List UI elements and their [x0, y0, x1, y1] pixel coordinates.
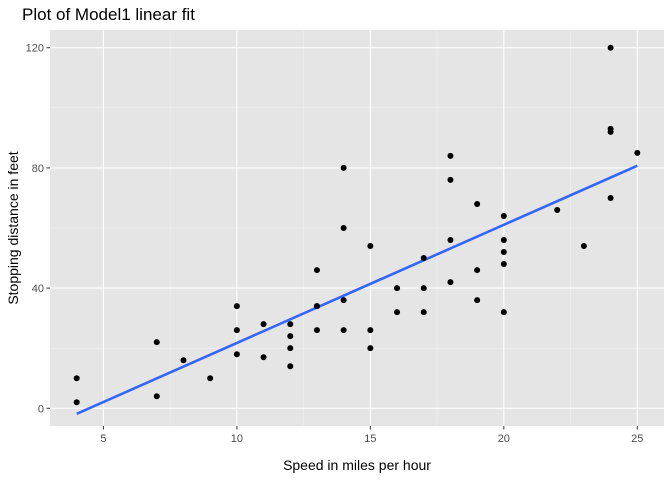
data-point	[287, 333, 294, 340]
data-point	[607, 125, 614, 132]
data-point	[554, 206, 561, 213]
data-point	[394, 309, 401, 316]
data-point	[73, 375, 80, 382]
y-axis: 0 40 80 120	[26, 43, 50, 415]
fit-line-layer	[76, 164, 638, 416]
major-gridlines	[50, 30, 664, 426]
data-point	[287, 363, 294, 370]
y-tick-label: 40	[32, 283, 44, 295]
y-tick-label: 0	[38, 403, 44, 415]
data-point	[260, 354, 267, 361]
y-tick-label: 120	[26, 43, 44, 55]
data-point	[500, 212, 507, 219]
minor-gridlines	[50, 30, 664, 426]
x-tick-label: 10	[231, 433, 243, 445]
data-point	[500, 249, 507, 256]
x-tick-label: 5	[100, 433, 106, 445]
x-tick-label: 15	[364, 433, 376, 445]
data-point	[500, 237, 507, 244]
points-layer	[73, 44, 641, 406]
data-point	[233, 327, 240, 334]
data-point	[340, 297, 347, 304]
data-point	[233, 351, 240, 358]
data-point	[394, 285, 401, 292]
data-point	[153, 339, 160, 346]
chart-title: Plot of Model1 linear fit	[22, 5, 195, 24]
y-tick-label: 80	[32, 163, 44, 175]
data-point	[313, 267, 320, 274]
data-point	[340, 327, 347, 334]
data-point	[287, 321, 294, 328]
linear-fit-line	[76, 164, 638, 416]
data-point	[367, 345, 374, 352]
data-point	[607, 44, 614, 51]
data-point	[233, 303, 240, 310]
data-point	[447, 152, 454, 159]
data-point	[474, 200, 481, 207]
x-tick-label: 20	[498, 433, 510, 445]
data-point	[447, 279, 454, 286]
data-point	[313, 327, 320, 334]
data-point	[500, 309, 507, 316]
data-point	[207, 375, 214, 382]
data-point	[634, 149, 641, 156]
x-axis-title: Speed in miles per hour	[283, 457, 431, 473]
data-point	[447, 237, 454, 244]
y-axis-title: Stopping distance in feet	[5, 151, 21, 304]
data-point	[367, 327, 374, 334]
data-point	[420, 255, 427, 262]
data-point	[500, 261, 507, 268]
data-point	[420, 285, 427, 292]
data-point	[420, 309, 427, 316]
data-point	[287, 345, 294, 352]
data-point	[607, 194, 614, 201]
data-point	[474, 267, 481, 274]
data-point	[340, 225, 347, 231]
data-point	[447, 176, 454, 183]
data-point	[474, 297, 481, 304]
data-point	[260, 321, 267, 328]
data-point	[73, 399, 80, 406]
data-point	[180, 357, 187, 364]
data-point	[580, 243, 587, 250]
x-tick-label: 25	[631, 433, 643, 445]
data-point	[367, 243, 374, 250]
data-point	[340, 164, 347, 171]
data-point	[153, 393, 160, 400]
data-point	[313, 303, 320, 310]
x-axis: 5 10 15 20 25	[100, 426, 643, 445]
